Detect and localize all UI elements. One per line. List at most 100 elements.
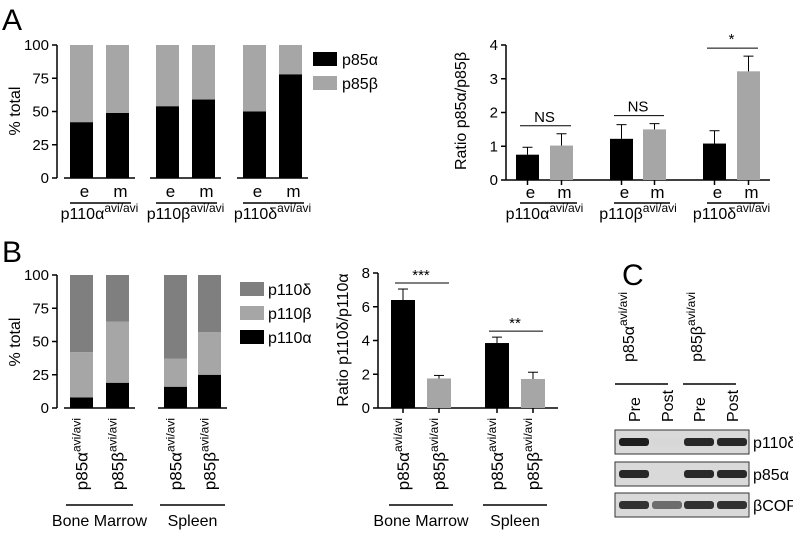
b-right-y-tick-label: 6 [362,299,370,316]
a-left-y-tick-label: 0 [41,170,49,187]
b-left-bar-p110α [198,374,221,408]
b-right-bar [521,378,545,408]
a-left-bar-p85β [243,45,266,112]
a-left-category-label: m [199,182,213,201]
b-left-y-tick-label: 75 [32,300,49,317]
a-right-y-tick-label: 3 [490,71,498,88]
a-right-bar [550,145,573,180]
b-right-y-tick-label: 0 [362,400,370,417]
a-right-category-label: m [744,183,758,202]
b-left-category-label-sup: avi/avi [164,418,178,452]
b-left-bar-p110α [106,382,129,408]
blot-lane-label-base: Post [725,389,742,422]
b-left-category-label-base: p85α [167,452,186,490]
a-right-significance-label: NS [534,109,555,126]
b-right-category-label-sup: avi/avi [485,418,499,452]
a-left-group-label-sup: avi/avi [277,201,311,215]
a-right-significance-label: NS [628,99,649,116]
blot-group-label-base: p85β [689,326,706,362]
b-right-y-axis-label: Ratio p110δ/p110α [335,273,352,406]
blot-lane-label-base: Pre [627,397,644,422]
blot-band [684,438,714,446]
blot-group-label-sup: avi/avi [616,292,630,326]
b-right-significance-label: *** [412,267,430,284]
b-right-category-label-base: p85β [430,452,449,490]
a-left-bar-p85α [243,111,266,178]
a-right-group-label-base: p110δ [693,206,736,223]
a-left-group-label-base: p110δ [234,206,277,223]
a-left-legend-swatch [313,76,337,90]
b-left-bar-p110δ [198,275,221,333]
a-left-category-label: e [253,182,262,201]
b-left-bar-p110α [164,386,187,408]
b-left-category-label-sup: avi/avi [106,418,120,452]
a-right-group-label: p110αavi/avi [506,201,584,223]
b-right-category-label-base: p85α [488,452,507,490]
blot-group-label-base: p85α [621,326,638,362]
a-left-legend-label: p85β [342,76,378,93]
a-right-group-label: p110βavi/avi [599,201,677,223]
a-left-category-label: m [286,182,300,201]
a-right-y-tick-label: 0 [490,172,498,189]
b-right-category-label: p85βavi/avi [521,418,543,490]
a-right-bar [643,129,666,180]
blot-lane-label-base: Post [660,389,677,422]
blot-band [619,501,649,509]
a-right-group-label-base: p110β [599,206,643,223]
b-right-category-label-sup: avi/avi [521,418,535,452]
blot-group-label-sup: avi/avi [684,292,698,326]
a-left-group-label-sup: avi/avi [104,201,138,215]
b-left-category-label-base: p85α [73,452,92,490]
a-right-y-axis-label: Ratio p85α/p85β [453,52,470,170]
a-left-group-label-base: p110β [147,206,191,223]
a-left-y-tick-label: 100 [24,37,49,54]
a-right-bar [516,154,539,180]
a-right-category-label: e [526,183,535,202]
a-right-group-label-sup: avi/avi [643,201,677,215]
a-right-y-tick-label: 4 [490,37,498,54]
b-left-bar-p110β [106,321,129,383]
a-left-bar-p85α [70,122,93,178]
a-left-bar-p85α [279,74,302,178]
b-right-y-tick-label: 4 [362,333,370,350]
b-right-category-label: p85βavi/avi [427,418,449,490]
b-left-legend-swatch [240,330,264,344]
blot-row-label: p85α [753,467,789,484]
b-right-category-label: p85αavi/avi [485,418,507,490]
a-left-group-label: p110δavi/avi [234,201,311,223]
a-right-group-label-sup: avi/avi [549,201,583,215]
b-left-legend-swatch [240,282,264,296]
b-left-category-label: p85αavi/avi [164,418,186,490]
a-right-bar [737,71,760,180]
b-left-legend-swatch [240,306,264,320]
a-right-group-label-base: p110α [506,206,550,223]
b-right-category-label-sup: avi/avi [391,418,405,452]
b-right-category-label-sup: avi/avi [427,418,441,452]
blot-band [619,470,649,478]
blot-lane-label: Post [660,389,677,422]
b-left-group-label: Bone Marrow [52,513,148,530]
b-right-y-tick-label: 8 [362,265,370,282]
blot-lane-label: Pre [627,397,644,422]
a-left-group-label-sup: avi/avi [190,201,224,215]
b-left-category-label-sup: avi/avi [70,418,84,452]
b-left-bar-p110β [70,352,93,398]
blot-group-label: p85βavi/avi [684,292,706,362]
blot-lane-label: Post [725,389,742,422]
b-left-legend-label: p110δ [268,282,311,299]
a-left-y-tick-label: 75 [32,70,49,87]
b-left-y-tick-label: 50 [32,334,49,351]
b-left-bar-p110β [164,358,187,387]
b-right-bar [485,343,509,408]
a-right-bar [703,143,726,180]
a-left-y-tick-label: 50 [32,104,49,121]
b-left-category-label-base: p85β [109,452,128,490]
a-right-category-label: e [713,183,722,202]
panel-letter-b: B [2,236,22,269]
a-left-category-label: e [80,182,89,201]
blot-lane-label: Pre [692,397,709,422]
b-left-y-axis-label: % total [7,318,24,367]
b-left-bar-p110δ [164,275,187,359]
